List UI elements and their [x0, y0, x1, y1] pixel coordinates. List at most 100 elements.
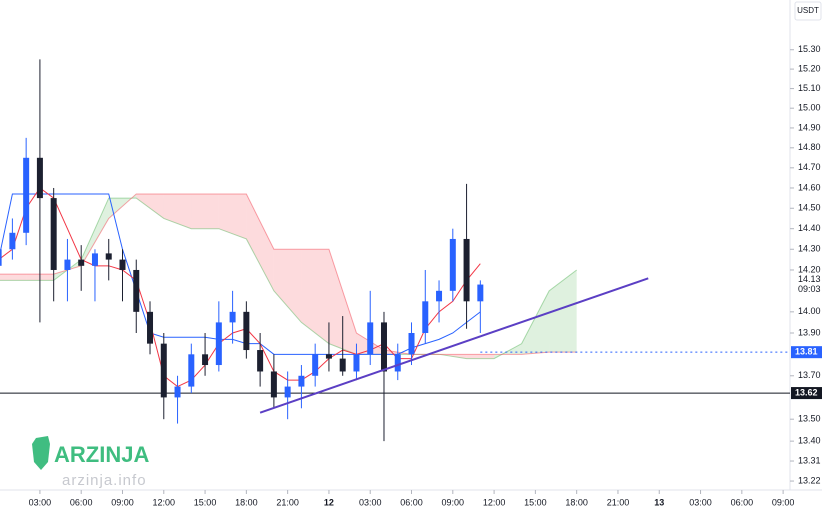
cloud-segment: [246, 194, 274, 291]
y-tick-label: 15.00: [798, 103, 821, 113]
candle-body: [23, 157, 30, 233]
candle-body: [380, 322, 387, 372]
cloud-segment: [273, 249, 302, 323]
candle-body: [91, 253, 98, 266]
last-price-box: [791, 273, 822, 296]
candle-body: [312, 354, 319, 376]
cloud-segment: [328, 249, 357, 355]
watermark: ARZINJA arzinja.info: [32, 436, 149, 489]
y-tick-label: 14.50: [798, 203, 821, 213]
x-tick-label: 06:00: [400, 497, 423, 507]
y-tick-label: 13.22: [798, 475, 821, 485]
currency: USDT: [797, 6, 819, 15]
cloud-span-b: [0, 193, 577, 355]
cloud-span-a: [0, 197, 577, 360]
candle-body: [477, 284, 484, 302]
x-tick-label: 18:00: [235, 497, 258, 507]
y-tick-label: 13.70: [798, 370, 821, 380]
candle-body: [408, 333, 415, 355]
cloud-segment: [466, 354, 495, 359]
candle-body: [367, 322, 374, 355]
cloud-segment: [136, 194, 164, 219]
price-label: 13.62: [795, 387, 818, 397]
x-tick-label: 06:00: [70, 497, 93, 507]
x-tick-label: 03:00: [359, 497, 382, 507]
currency-box[interactable]: [794, 1, 822, 21]
y-tick-label: 14.30: [798, 244, 821, 254]
y-tick-label: 15.30: [798, 44, 821, 54]
cloud-segment: [163, 194, 192, 229]
candle-body: [339, 358, 346, 372]
y-tick-label: 14.40: [798, 223, 821, 233]
indicator-line: [0, 193, 481, 355]
price-label: 13.81: [795, 347, 818, 357]
y-tick-label: 15.10: [798, 83, 821, 93]
x-tick-label: 18:00: [565, 497, 588, 507]
candle-body: [229, 311, 236, 323]
cloud-segment: [439, 354, 467, 359]
candle-body: [105, 253, 112, 260]
candle-body: [394, 354, 401, 372]
cloud-segment: [191, 194, 219, 229]
x-tick-label: 03:00: [29, 497, 52, 507]
x-tick-label: 12:00: [153, 497, 176, 507]
candle-body: [50, 198, 57, 270]
y-tick-label: 14.70: [798, 162, 821, 172]
y-tick-label: 13.31: [798, 455, 821, 465]
y-tick-label: 14.80: [798, 142, 821, 152]
y-tick-label: 13.50: [798, 414, 821, 424]
y-tick-label: 15.20: [798, 63, 821, 73]
x-tick-label: 06:00: [731, 497, 754, 507]
candle-body: [64, 259, 71, 270]
candle-body: [36, 157, 43, 199]
price-label-box: [791, 346, 822, 359]
x-tick-label: 15:00: [524, 497, 547, 507]
candle-body: [147, 311, 154, 344]
watermark-logo: [32, 436, 50, 470]
candle-body: [188, 354, 195, 387]
candle-body: [422, 301, 429, 334]
candle-body: [78, 259, 85, 266]
last-price-countdown: 09:03: [798, 284, 821, 294]
candle-body: [243, 311, 250, 351]
watermark-brand: ARZINJA: [54, 442, 149, 467]
trendline: [259, 277, 649, 414]
cloud-segment: [494, 343, 522, 359]
y-tick-label: 14.20: [798, 264, 821, 274]
candle-body: [284, 386, 291, 398]
last-price-label: 14.13: [798, 274, 821, 284]
candle-body: [270, 371, 277, 398]
candle-body: [9, 232, 16, 250]
candle-body: [449, 238, 456, 291]
cloud-segment: [0, 274, 27, 281]
x-tick-label: 12:00: [483, 497, 506, 507]
x-tick-label: 21:00: [276, 497, 299, 507]
candle-body: [298, 375, 305, 387]
price-label-box: [791, 387, 822, 400]
y-tick-label: 13.40: [798, 436, 821, 446]
x-tick-label: 03:00: [689, 497, 712, 507]
candle-body: [353, 354, 360, 372]
x-tick-label: 15:00: [194, 497, 217, 507]
candle-body: [174, 386, 181, 398]
x-tick-label: 13: [654, 497, 664, 507]
x-tick-label: 09:00: [442, 497, 465, 507]
candle-body: [160, 343, 167, 398]
cloud-segment: [218, 194, 247, 239]
candle-body: [436, 290, 443, 302]
cloud-segment: [108, 194, 137, 219]
candle-body: [133, 269, 140, 312]
y-tick-label: 14.00: [798, 306, 821, 316]
y-tick-label: 13.90: [798, 327, 821, 337]
candle-body: [119, 259, 126, 270]
y-tick-label: 14.60: [798, 182, 821, 192]
candle-body: [257, 350, 264, 372]
y-tick-label: 14.90: [798, 122, 821, 132]
candle-body: [215, 322, 222, 366]
candle-body: [202, 354, 209, 366]
cloud-segment: [301, 249, 329, 344]
cloud-segment: [549, 269, 577, 353]
x-tick-label: 12: [324, 497, 334, 507]
